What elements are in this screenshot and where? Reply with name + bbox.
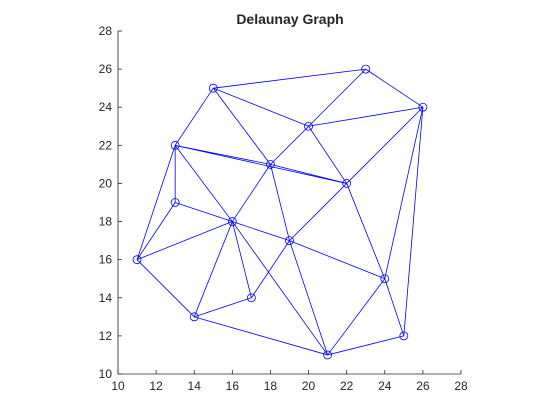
- edge-6-8: [232, 164, 271, 222]
- chart-title: Delaunay Graph: [236, 11, 343, 27]
- axes: 10 12 14 16 18 20 22 24 26 28 10 12 14 16 18 20 22 24 26 28: [99, 24, 468, 393]
- y-tick-label: 26: [99, 62, 113, 76]
- node-point-4: [189, 312, 199, 322]
- edge-1-6: [136, 221, 233, 261]
- y-tick-label: 10: [99, 367, 113, 381]
- y-tick-label: 12: [99, 329, 113, 343]
- x-tick-label: 16: [226, 379, 240, 393]
- edge-8-9: [270, 164, 290, 241]
- edge-10-13: [308, 68, 367, 127]
- y-tick-label: 24: [99, 100, 113, 114]
- edge-5-10: [213, 87, 309, 127]
- node-point-5: [208, 83, 218, 93]
- node-point-9: [285, 236, 294, 246]
- edge-1-4: [136, 259, 195, 318]
- node-point-7: [246, 293, 256, 303]
- node-point-10: [304, 121, 313, 131]
- edge-9-12: [289, 183, 347, 241]
- edge-11-14: [327, 278, 386, 356]
- edge-9-11: [289, 240, 328, 356]
- x-tick-label: 18: [264, 379, 278, 393]
- x-tick-label: 12: [149, 379, 163, 393]
- edge-group: [136, 68, 424, 356]
- node-point-11: [323, 350, 333, 360]
- x-tick-label: 26: [416, 379, 430, 393]
- edge-4-7: [194, 297, 252, 318]
- x-tick-label: 20: [302, 379, 316, 393]
- node-point-14: [380, 274, 390, 284]
- edge-2-6: [175, 202, 233, 222]
- x-tick-label: 22: [340, 379, 354, 393]
- edge-6-9: [232, 221, 290, 241]
- edge-9-14: [289, 240, 385, 280]
- edge-14-15: [384, 278, 405, 337]
- node-point-16: [418, 102, 428, 112]
- edge-14-16: [384, 107, 424, 279]
- edge-8-12: [270, 164, 347, 184]
- edge-12-16: [346, 106, 424, 184]
- node-point-3: [170, 140, 180, 150]
- node-point-15: [399, 331, 409, 341]
- node-point-2: [170, 198, 180, 207]
- edge-4-11: [194, 316, 328, 356]
- node-point-1: [132, 255, 142, 265]
- node-group: [132, 64, 428, 360]
- edge-15-16: [403, 107, 424, 336]
- x-tick-label: 10: [111, 379, 125, 393]
- edge-12-14: [346, 183, 386, 279]
- edge-7-9: [251, 240, 290, 298]
- edge-5-8: [212, 87, 271, 165]
- edge-8-10: [270, 125, 309, 165]
- y-tick-label: 14: [99, 291, 113, 305]
- node-point-12: [342, 179, 352, 188]
- edge-11-15: [327, 335, 404, 356]
- y-tick-label: 22: [99, 138, 113, 152]
- edge-4-6: [193, 221, 233, 317]
- edge-6-7: [231, 221, 252, 298]
- edge-3-5: [174, 87, 214, 146]
- edge-1-2: [136, 202, 176, 260]
- y-tick-label: 20: [99, 176, 113, 190]
- edge-3-6: [174, 145, 233, 222]
- edge-5-13: [213, 68, 366, 89]
- y-tick-label: 28: [99, 24, 113, 38]
- x-tick-label: 24: [378, 379, 392, 393]
- edge-3-12: [175, 144, 347, 184]
- node-point-8: [266, 159, 275, 169]
- node-point-13: [361, 64, 371, 74]
- edge-10-12: [308, 126, 347, 184]
- x-tick-label: 28: [454, 379, 468, 393]
- x-tick-label: 14: [188, 379, 202, 393]
- edge-1-3: [136, 145, 176, 260]
- edge-13-16: [365, 68, 424, 108]
- y-tick-label: 16: [99, 253, 113, 267]
- edge-10-16: [308, 106, 423, 127]
- y-tick-label: 18: [99, 215, 113, 229]
- edge-6-11: [232, 221, 328, 356]
- node-point-6: [227, 217, 237, 226]
